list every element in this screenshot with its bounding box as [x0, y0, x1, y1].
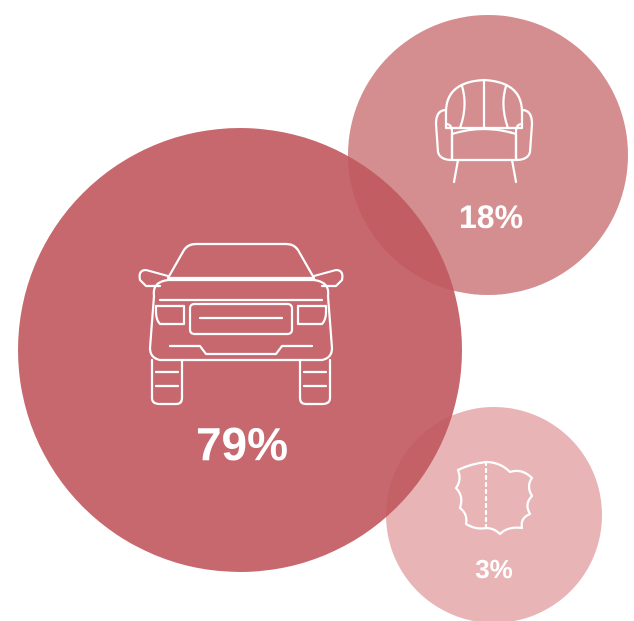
armchair-icon [434, 78, 534, 184]
bubble-leather [386, 407, 602, 621]
label-furniture-value: 18% [459, 199, 523, 235]
label-leather-value: 3% [475, 554, 513, 584]
leather-hide-icon [454, 460, 534, 536]
car-icon [138, 242, 344, 406]
label-car-value: 79% [196, 418, 288, 470]
bubble-car [18, 128, 462, 572]
